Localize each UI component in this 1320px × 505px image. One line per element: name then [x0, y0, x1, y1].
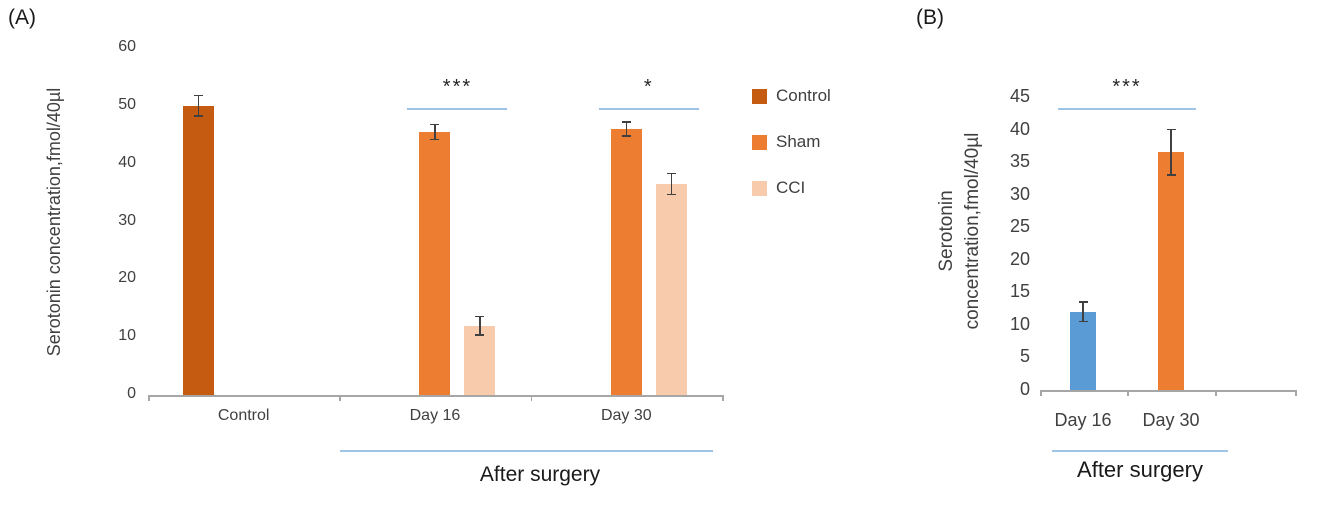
bar-cci-day-16 — [464, 325, 496, 395]
significance-stars: * — [643, 76, 654, 98]
error-bar — [197, 95, 200, 117]
y-axis-tick-label: 0 — [127, 385, 136, 402]
significance-line — [1058, 108, 1196, 110]
error-bar — [1082, 302, 1084, 322]
x-category-label: Day 30 — [600, 407, 652, 424]
error-bar-cap — [430, 123, 440, 126]
significance-stars: *** — [442, 76, 473, 98]
y-axis-tick-label: 35 — [1009, 151, 1030, 172]
x-category-label: Day 16 — [1054, 410, 1112, 430]
legend-item-control: Control — [752, 86, 831, 106]
y-axis-tick-label: 15 — [1009, 281, 1030, 302]
bar-control-control — [183, 105, 215, 395]
bar-sham-day-30 — [610, 128, 642, 395]
x-axis-tick — [1215, 390, 1217, 396]
significance-stars: *** — [1112, 76, 1142, 98]
error-bar-cap — [666, 193, 676, 196]
error-bar-cap — [194, 94, 204, 97]
error-bar — [479, 316, 481, 335]
y-axis-tick-label: 25 — [1009, 216, 1030, 237]
y-axis-tick-label: 60 — [118, 38, 136, 55]
y-axis-tick-label: 50 — [118, 95, 136, 113]
x-category-label: Day 30 — [1142, 410, 1200, 430]
y-axis-tick-label: 5 — [1019, 346, 1030, 367]
y-axis-tick-label: 30 — [118, 211, 136, 229]
y-axis-tick-label: 20 — [1009, 248, 1030, 269]
legend-label-cci: CCI — [776, 178, 806, 197]
legend: Control Sham CCI — [752, 86, 902, 226]
bar-day-16-day-16 — [1070, 311, 1096, 390]
significance-line — [407, 108, 508, 110]
x-category-label: Day 16 — [409, 407, 461, 424]
x-category-label: Control — [217, 407, 270, 424]
x-axis — [148, 395, 722, 397]
error-bar-cap — [475, 334, 485, 336]
error-bar-cap — [194, 115, 204, 117]
panel-a-label: (A) — [8, 6, 36, 29]
error-bar — [670, 173, 673, 195]
error-bar-cap — [430, 138, 440, 141]
error-bar-cap — [1078, 301, 1088, 303]
error-bar-cap — [666, 172, 676, 175]
error-bar — [434, 124, 436, 140]
x-axis-tick — [148, 395, 150, 401]
error-bar-cap — [621, 121, 631, 123]
legend-swatch-cci — [752, 180, 767, 196]
error-bar-cap — [475, 315, 485, 318]
y-axis-tick-label: 40 — [1009, 118, 1030, 139]
after-surgery-label-a: After surgery — [479, 463, 601, 486]
panel-b-label: (B) — [916, 6, 944, 29]
error-bar-cap — [1166, 174, 1176, 176]
bar-sham-day-16 — [419, 131, 451, 395]
bar-day-30-day-30 — [1158, 152, 1184, 390]
legend-swatch-sham — [752, 134, 767, 150]
error-bar-cap — [621, 135, 631, 137]
y-axis-tick-label: 40 — [118, 153, 136, 171]
legend-item-cci: CCI — [752, 178, 805, 198]
y-axis-tick-label: 45 — [1009, 86, 1030, 106]
panel-b-y-axis-title-line1: Serotonin — [936, 190, 957, 272]
y-axis-tick-label: 10 — [1009, 313, 1030, 334]
error-bar — [1170, 129, 1172, 176]
legend-swatch-control — [752, 88, 767, 104]
after-surgery-underline-b — [1052, 450, 1228, 452]
panel-a-y-axis-title: Serotonin concentration,fmol/40µl — [44, 87, 64, 357]
x-axis — [1040, 390, 1295, 392]
legend-item-sham: Sham — [752, 132, 820, 152]
x-axis-tick — [722, 395, 724, 401]
bar-cci-day-30 — [655, 183, 687, 395]
error-bar — [625, 122, 628, 136]
significance-line — [598, 108, 699, 110]
legend-label-control: Control — [776, 86, 831, 105]
y-axis-tick-label: 10 — [118, 327, 136, 345]
x-axis-tick — [530, 395, 533, 401]
x-axis-tick — [1127, 390, 1129, 396]
x-axis-tick — [339, 395, 341, 401]
x-axis-tick — [1295, 390, 1297, 396]
x-axis-tick — [1040, 390, 1042, 396]
after-surgery-underline-a — [340, 450, 713, 452]
error-bar-cap — [1078, 320, 1088, 323]
error-bar-cap — [1166, 128, 1176, 131]
y-axis-tick-label: 0 — [1019, 379, 1030, 399]
y-axis-tick-label: 20 — [118, 269, 136, 287]
y-axis-tick-label: 30 — [1009, 183, 1030, 204]
after-surgery-label-b: After surgery — [1077, 457, 1203, 482]
legend-label-sham: Sham — [776, 132, 821, 151]
